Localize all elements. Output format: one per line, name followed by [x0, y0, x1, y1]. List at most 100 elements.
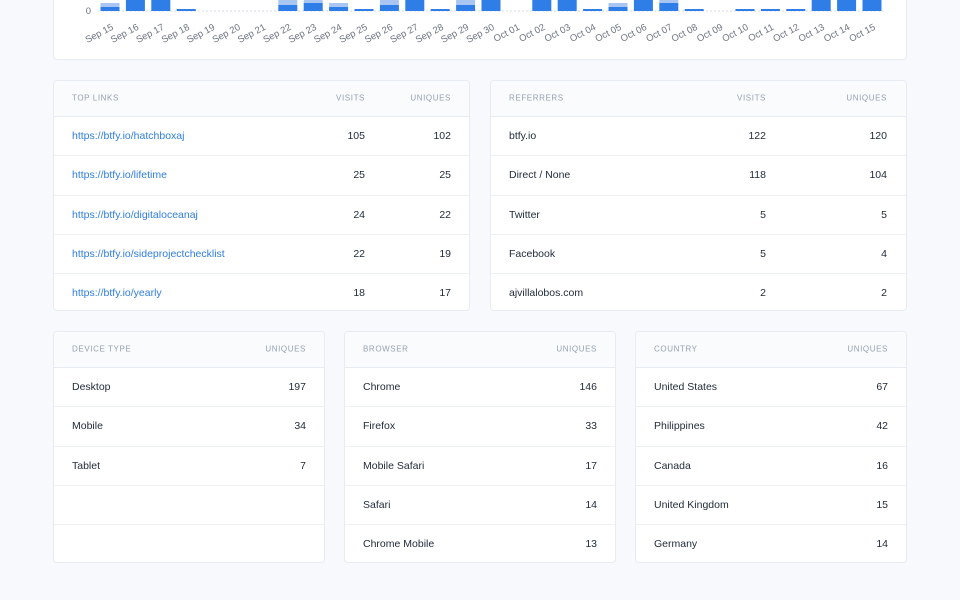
row-divider [345, 524, 615, 526]
x-tick-label: Oct 14 [822, 22, 852, 45]
row-link[interactable]: https://btfy.io/sideprojectchecklist [72, 247, 225, 260]
row-value: 118 [749, 169, 766, 182]
column-header: REFERRERS [509, 93, 564, 103]
bar [557, 0, 577, 11]
row-value: 22 [353, 247, 365, 260]
row-value: 102 [433, 130, 451, 142]
row-value: 16 [876, 459, 888, 472]
x-tick-label: Sep 28 [414, 22, 446, 46]
bar [405, 0, 425, 11]
row-value: 19 [439, 247, 451, 260]
row-value: 24 [353, 208, 365, 221]
row-label: United Kingdom [654, 498, 729, 511]
table-header [491, 81, 906, 117]
table-header [636, 332, 906, 368]
row-divider [345, 484, 615, 486]
x-tick-label: Oct 06 [619, 22, 649, 45]
row-value: 18 [353, 287, 365, 300]
row-label: Mobile Safari [363, 459, 425, 472]
row-value: 5 [760, 247, 766, 260]
bar [100, 3, 120, 7]
chart-card: 0 Sep 15 Sep 16 Sep 17 Sep 18 Sep 19 Sep 20 Sep… [53, 0, 907, 60]
bar [608, 7, 628, 11]
row-value: 17 [585, 459, 597, 472]
row-divider [54, 484, 324, 486]
row-divider [345, 445, 615, 447]
bar [329, 7, 349, 11]
row-label: Twitter [509, 208, 540, 221]
row-value: 13 [585, 538, 597, 551]
y-tick-label: 0 [86, 6, 91, 17]
row-label: Tablet [72, 459, 101, 472]
bar [176, 9, 196, 11]
bar [303, 0, 323, 3]
row-label: Canada [654, 459, 691, 472]
row-link[interactable]: https://btfy.io/digitaloceanaj [72, 208, 198, 221]
row-value: 33 [585, 420, 597, 433]
bar [633, 0, 653, 11]
bar [278, 0, 298, 5]
row-label: Mobile [72, 420, 103, 433]
column-header: UNIQUES [846, 93, 887, 103]
row-value: 25 [439, 169, 451, 182]
row-divider [345, 406, 615, 408]
bar [837, 0, 857, 11]
row-value: 105 [347, 130, 365, 142]
column-header: BROWSER [363, 344, 409, 354]
row-link[interactable]: https://btfy.io/hatchboxaj [72, 130, 185, 142]
x-tick-label: Oct 12 [771, 22, 801, 45]
row-link[interactable]: https://btfy.io/lifetime [72, 169, 167, 182]
x-tick-label: Sep 29 [439, 22, 471, 46]
bar [532, 0, 552, 11]
bar [379, 5, 399, 11]
bar [456, 5, 476, 11]
x-tick-label: Oct 13 [797, 22, 827, 45]
row-label: Chrome Mobile [363, 538, 435, 551]
table-header [54, 332, 324, 368]
x-tick-label: Oct 02 [517, 22, 547, 45]
row-label: Firefox [363, 420, 396, 433]
x-tick-label: Sep 21 [236, 22, 268, 46]
table-card: BROWSER UNIQUES Chrome 146 Firefox 33 Mobile S… [344, 331, 616, 563]
column-header: DEVICE TYPE [72, 344, 132, 354]
column-header: COUNTRY [654, 344, 698, 354]
table-card: TOP LINKS VISITS UNIQUES https://btfy.io/ha… [53, 80, 470, 311]
bar [862, 0, 882, 11]
row-value: 4 [881, 247, 887, 260]
row-divider [54, 233, 469, 235]
column-header: VISITS [737, 93, 766, 103]
row-value: 25 [353, 169, 365, 182]
row-divider [54, 524, 324, 526]
x-tick-label: Sep 22 [261, 22, 293, 46]
bar [278, 5, 298, 11]
row-value: 120 [869, 130, 887, 142]
row-value: 67 [876, 381, 888, 393]
table-card: DEVICE TYPE UNIQUES Desktop 197 Mobile 34 Tabl… [53, 331, 325, 563]
row-value: 5 [760, 208, 766, 221]
row-label: Direct / None [509, 169, 571, 182]
table-header [54, 81, 469, 117]
x-tick-label: Sep 16 [109, 22, 141, 46]
x-tick-label: Sep 25 [338, 22, 370, 46]
row-value: 146 [579, 381, 597, 393]
bar [760, 9, 780, 11]
x-tick-label: Oct 03 [543, 22, 573, 45]
x-tick-label: Oct 05 [594, 22, 624, 45]
table-card: REFERRERS VISITS UNIQUES btfy.io 122 120 Direc… [490, 80, 907, 311]
row-divider [491, 273, 906, 275]
x-tick-label: Sep 19 [185, 22, 217, 46]
x-tick-label: Oct 10 [721, 22, 751, 45]
row-divider [636, 484, 906, 486]
row-link[interactable]: https://btfy.io/yearly [72, 287, 162, 300]
row-value: 15 [876, 498, 888, 511]
row-value: 197 [288, 381, 306, 393]
row-label: United States [654, 381, 718, 393]
row-label: Chrome [363, 381, 401, 393]
x-tick-label: Sep 30 [465, 22, 497, 46]
row-value: 5 [881, 208, 887, 221]
x-tick-label: Oct 15 [848, 22, 878, 45]
row-divider [636, 406, 906, 408]
row-divider [54, 445, 324, 447]
row-divider [491, 233, 906, 235]
row-value: 34 [294, 420, 306, 433]
